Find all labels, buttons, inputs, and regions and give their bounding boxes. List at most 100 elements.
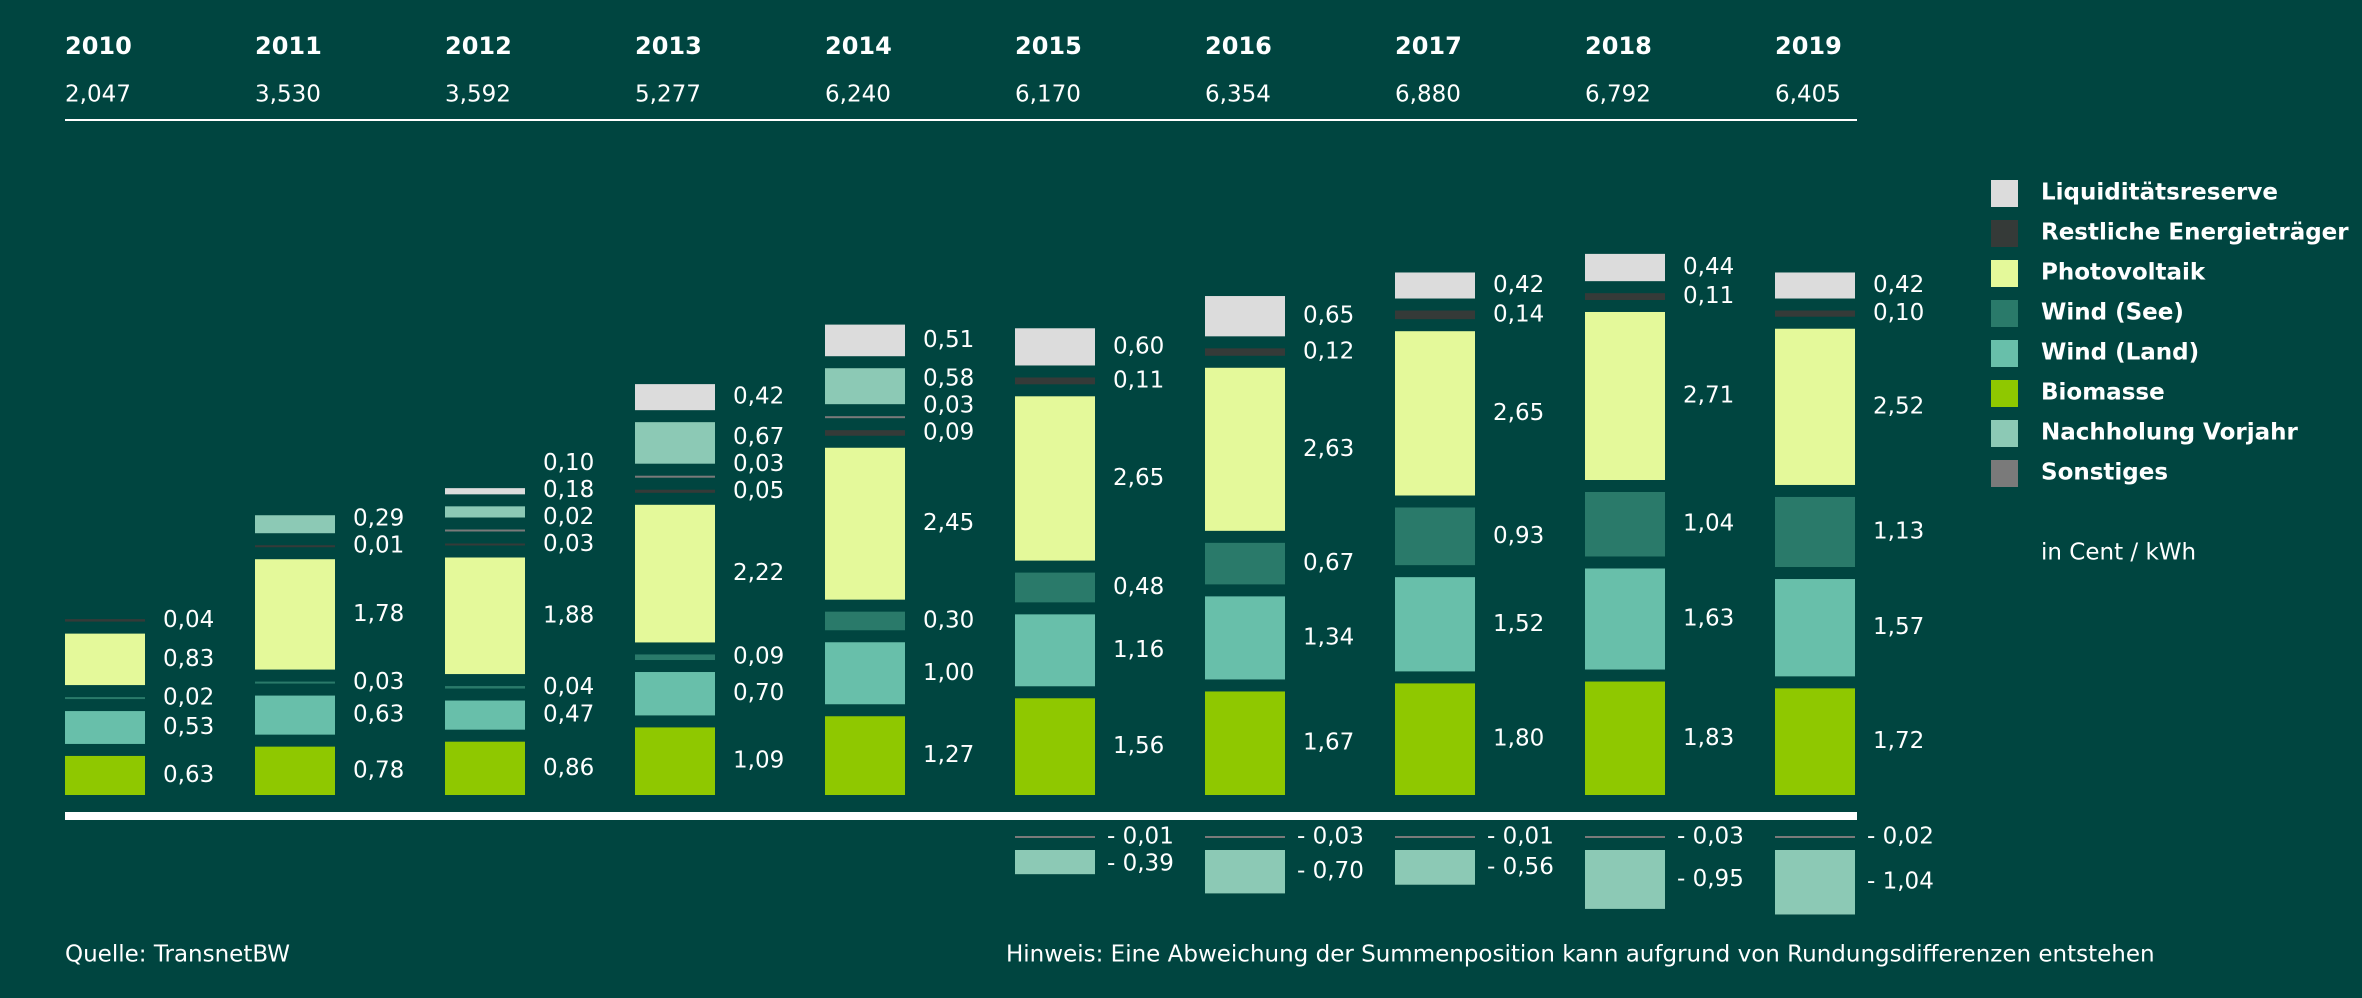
value-label: - 0,56 (1487, 854, 1554, 880)
bar-segment (635, 384, 715, 411)
value-label: 0,04 (163, 607, 214, 633)
value-label: 0,51 (923, 327, 974, 353)
bar-segment (1395, 272, 1475, 299)
value-label: 1,00 (923, 660, 974, 686)
value-label: 1,27 (923, 742, 974, 768)
year-label: 2012 (445, 32, 512, 60)
total-label: 2,047 (65, 82, 131, 108)
total-label: 6,240 (825, 82, 891, 108)
value-label: 1,09 (733, 748, 784, 774)
legend-label: Restliche Energieträger (2041, 220, 2349, 246)
year-label: 2011 (255, 32, 322, 60)
legend-label: Sonstiges (2041, 460, 2168, 486)
bar-segment (1395, 331, 1475, 496)
legend-label: Wind (See) (2041, 300, 2184, 326)
value-label: - 0,70 (1297, 858, 1364, 884)
bar-segment (255, 681, 335, 684)
value-label: 0,65 (1303, 303, 1354, 329)
value-label: - 0,02 (1867, 824, 1934, 850)
bar-segment (255, 515, 335, 534)
value-label: 2,22 (733, 560, 784, 586)
year-label: 2017 (1395, 32, 1462, 60)
bar-segment (445, 686, 525, 689)
bar-segment (65, 711, 145, 744)
value-label: 2,52 (1873, 393, 1924, 419)
bar-segment (255, 695, 335, 735)
bar-segment (1015, 698, 1095, 795)
bar-segment (1015, 836, 1095, 838)
year-label: 2016 (1205, 32, 1272, 60)
legend-label: Nachholung Vorjahr (2041, 420, 2299, 446)
value-label: 1,04 (1683, 511, 1734, 537)
value-label: 1,67 (1303, 730, 1354, 756)
bar-segment (635, 475, 715, 478)
bar-segment (1205, 836, 1285, 838)
value-label: 0,63 (353, 702, 404, 728)
value-label: 1,88 (543, 602, 594, 628)
value-label: 2,65 (1493, 400, 1544, 426)
year-label: 2015 (1015, 32, 1082, 60)
value-label: 0,09 (923, 419, 974, 445)
value-label: - 0,39 (1107, 851, 1174, 877)
value-label: 0,04 (543, 674, 594, 700)
bar-segment (1775, 579, 1855, 677)
bar-segment (1205, 296, 1285, 337)
value-label: 0,29 (353, 506, 404, 532)
bar-segment (1775, 688, 1855, 795)
value-label: 1,83 (1683, 725, 1734, 751)
bar-segment (1205, 348, 1285, 356)
value-label: 1,80 (1493, 726, 1544, 752)
total-label: 6,405 (1775, 82, 1841, 108)
year-label: 2013 (635, 32, 702, 60)
bar-segment (825, 642, 905, 705)
legend-swatch (1991, 180, 2018, 207)
bar-segment (1585, 253, 1665, 282)
value-label: 0,78 (353, 757, 404, 783)
legend-swatch (1991, 380, 2018, 407)
value-label: 0,42 (1493, 272, 1544, 298)
total-label: 6,792 (1585, 82, 1651, 108)
bar-segment (635, 654, 715, 661)
value-label: 0,93 (1493, 523, 1544, 549)
bar-segment (1585, 568, 1665, 670)
value-label: 1,72 (1873, 728, 1924, 754)
bar-segment (825, 430, 905, 436)
value-label: 0,03 (543, 531, 594, 557)
bar-segment (1585, 311, 1665, 480)
value-label: 0,70 (733, 680, 784, 706)
value-label: 0,11 (1683, 283, 1734, 309)
bar-segment (1775, 272, 1855, 299)
bar-segment (65, 619, 145, 622)
value-label: 2,71 (1683, 382, 1734, 408)
bar-segment (1205, 542, 1285, 585)
source: Quelle: TransnetBW (65, 942, 290, 968)
bar-segment (1205, 850, 1285, 894)
bar-segment (1205, 691, 1285, 795)
value-label: 0,48 (1113, 574, 1164, 600)
value-label: 0,30 (923, 607, 974, 633)
value-label: 1,78 (353, 601, 404, 627)
value-label: 0,09 (733, 644, 784, 670)
total-label: 6,354 (1205, 82, 1271, 108)
bar-segment (1205, 367, 1285, 531)
value-label: 1,34 (1303, 624, 1354, 650)
bar-segment (1775, 328, 1855, 485)
legend-swatch (1991, 260, 2018, 287)
bar-segment (1395, 850, 1475, 885)
value-label: 0,67 (733, 424, 784, 450)
bar-segment (1015, 328, 1095, 366)
value-label: 0,03 (353, 669, 404, 695)
bar-segment (825, 416, 905, 419)
value-label: - 0,01 (1107, 824, 1174, 850)
bar-segment (255, 545, 335, 548)
legend-swatch (1991, 220, 2018, 247)
value-label: 1,16 (1113, 637, 1164, 663)
bar-segment (1395, 577, 1475, 672)
value-label: 0,18 (543, 477, 594, 503)
value-label: - 0,03 (1677, 824, 1744, 850)
bar-segment (1775, 496, 1855, 568)
value-label: 0,12 (1303, 339, 1354, 365)
bar-segment (1395, 507, 1475, 566)
legend-label: Wind (Land) (2041, 340, 2199, 366)
bar-segment (1015, 377, 1095, 385)
